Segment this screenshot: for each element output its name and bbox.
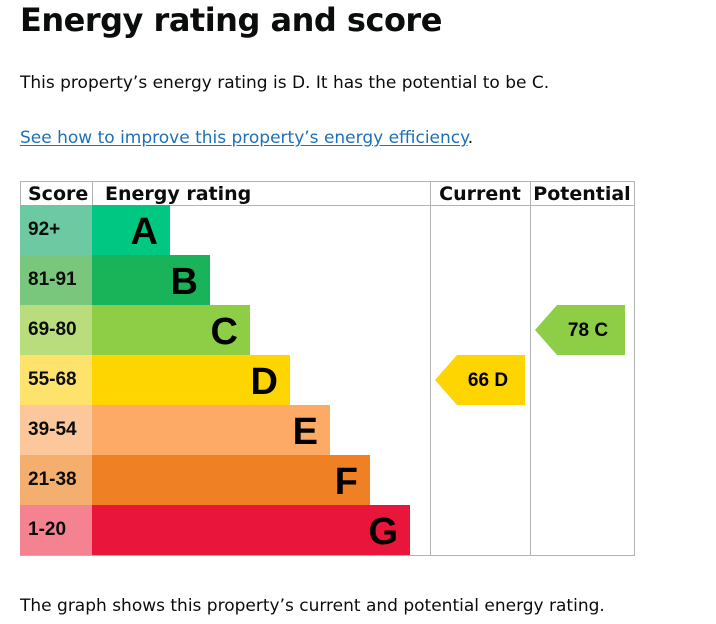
band-letter-a: A [131, 211, 158, 253]
score-cell-d [20, 355, 92, 405]
band-letter-f: F [335, 461, 358, 503]
score-label-a: 92+ [28, 219, 60, 240]
score-label-c: 69-80 [28, 319, 77, 340]
band-letter-g: G [368, 511, 398, 553]
improve-energy-link[interactable]: See how to improve this property’s energ… [20, 128, 468, 148]
band-letter-d: D [251, 361, 278, 403]
score-cell-c [20, 305, 92, 355]
score-cell-g [20, 505, 92, 555]
score-label-e: 39-54 [28, 419, 77, 440]
improve-link-suffix: . [467, 128, 474, 148]
band-bar-e [92, 405, 330, 455]
score-cell-e [20, 405, 92, 455]
band-bar-d [92, 355, 290, 405]
score-cell-b [20, 255, 92, 305]
header-energy-rating: Energy rating [105, 183, 251, 205]
rating-bands: 92+ A 81-91 B 69-80 C 55-68 D 39-54 E 21-38 F 1-20 G [20, 205, 410, 555]
header-current: Current [439, 183, 521, 205]
band-letter-e: E [293, 411, 318, 453]
potential-marker-arrow [535, 305, 625, 355]
score-cell-a [20, 205, 92, 255]
chart-footer-note: The graph shows this property’s current … [20, 596, 605, 616]
current-marker-label: 66 D [468, 370, 508, 391]
score-cell-f [20, 455, 92, 505]
rating-summary: This property’s energy rating is D. It h… [20, 73, 550, 93]
score-label-d: 55-68 [28, 369, 77, 390]
band-bar-g [92, 505, 410, 555]
band-bar-b [92, 255, 210, 305]
score-label-g: 1-20 [28, 519, 66, 540]
band-bar-c [92, 305, 250, 355]
header-score: Score [28, 183, 88, 205]
rating-markers: 66 D 78 C [435, 305, 625, 405]
score-label-b: 81-91 [28, 269, 77, 290]
band-bar-a [92, 205, 170, 255]
potential-marker-label: 78 C [568, 320, 608, 341]
score-label-f: 21-38 [28, 469, 77, 490]
band-letter-c: C [211, 311, 238, 353]
current-marker-arrow [435, 355, 525, 405]
improve-link-line: See how to improve this property’s energ… [20, 126, 473, 150]
header-potential: Potential [533, 183, 630, 205]
page-title: Energy rating and score [20, 1, 442, 39]
band-letter-b: B [171, 261, 198, 303]
band-bar-f [92, 455, 370, 505]
